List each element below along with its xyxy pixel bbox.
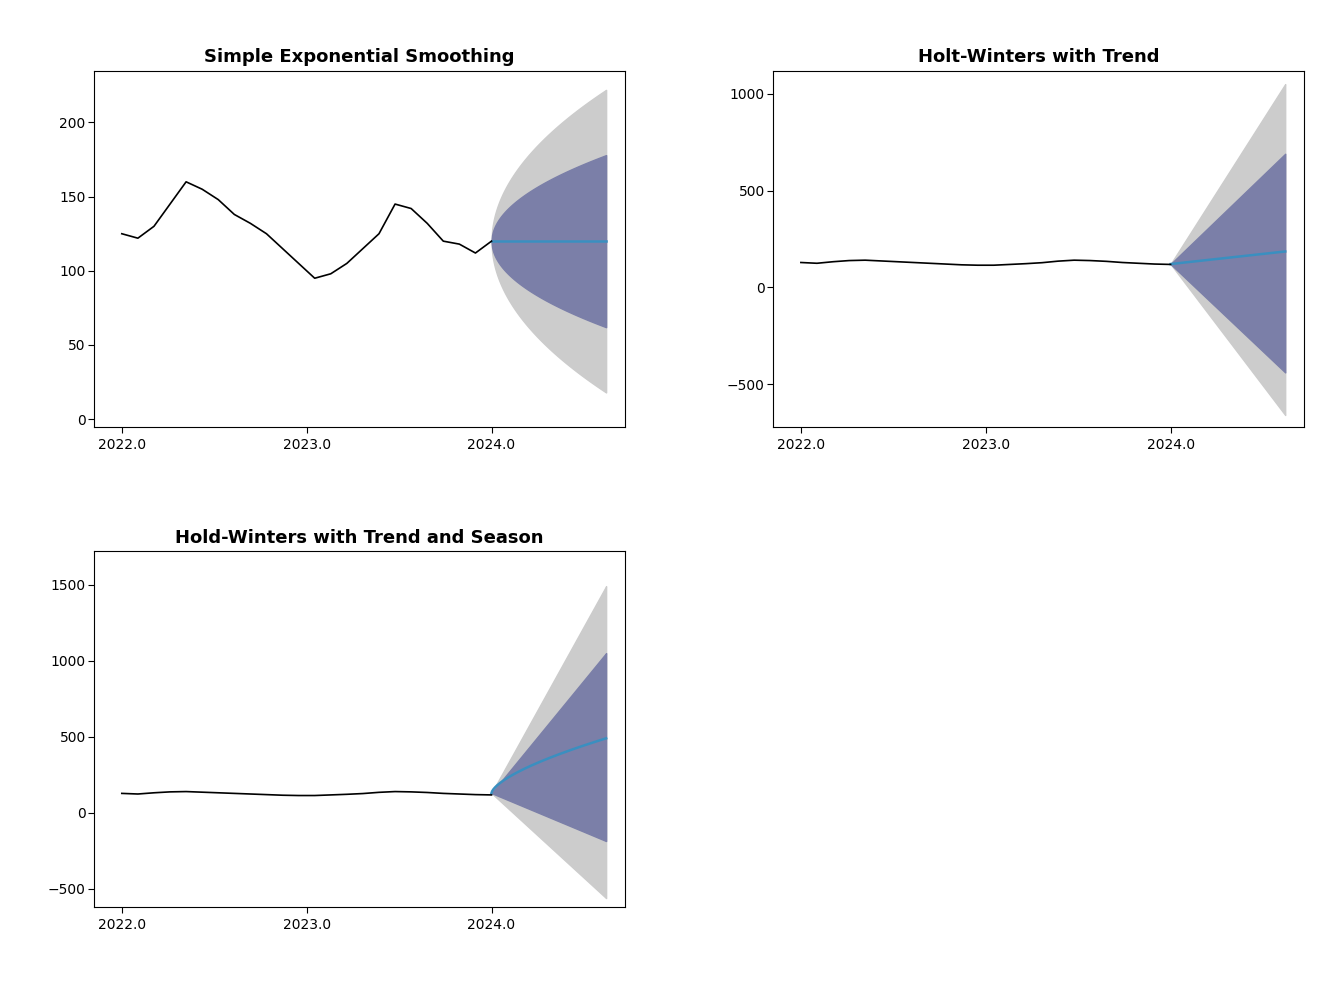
Title: Simple Exponential Smoothing: Simple Exponential Smoothing — [204, 48, 515, 67]
Title: Holt-Winters with Trend: Holt-Winters with Trend — [918, 48, 1159, 67]
Title: Hold-Winters with Trend and Season: Hold-Winters with Trend and Season — [175, 529, 543, 547]
